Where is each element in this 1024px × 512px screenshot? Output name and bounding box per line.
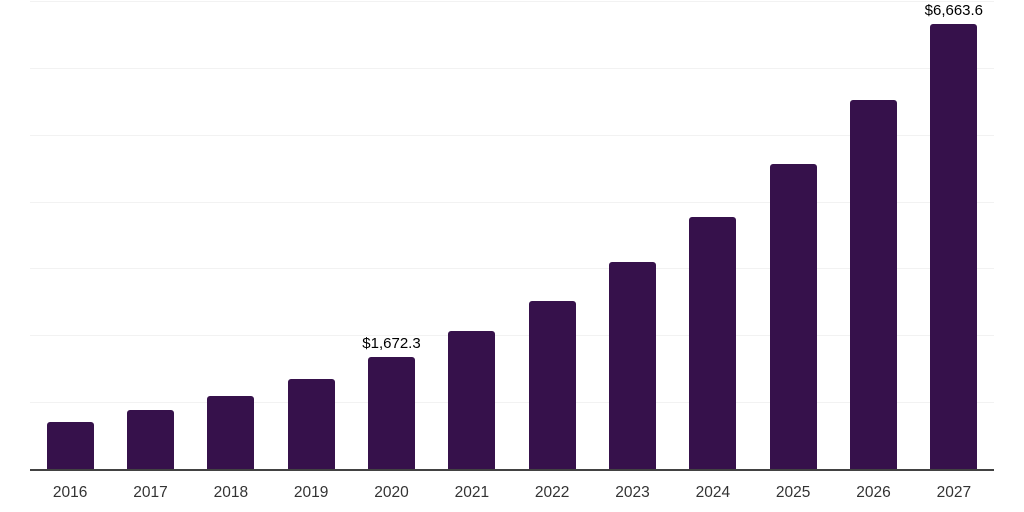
y-gridline-2000 (30, 335, 994, 337)
x-tick-label-2027: 2027 (936, 484, 972, 501)
bar-2027 (930, 23, 978, 469)
bar-2023 (609, 262, 656, 469)
x-tick-label-2025: 2025 (775, 484, 811, 501)
y-gridline-3000 (30, 268, 994, 270)
y-gridline-5000 (30, 134, 994, 136)
data-label-2020: $1,672.3 (362, 335, 421, 353)
x-tick-label-2024: 2024 (695, 484, 731, 501)
x-axis-tick-labels: 2016 2017 2018 2019 2020 2021 2022 2023 2024 2025… (30, 484, 994, 504)
x-tick-label-2016: 2016 (52, 484, 88, 501)
x-tick-label-2021: 2021 (454, 484, 490, 501)
y-gridline-4000 (30, 201, 994, 203)
y-gridline-1000 (30, 402, 994, 404)
y-gridline-7000 (30, 1, 994, 2)
x-tick-label-2017: 2017 (133, 484, 168, 501)
x-tick-label-2026: 2026 (856, 484, 891, 501)
bar-2025 (769, 163, 817, 469)
bar-2021 (448, 331, 496, 469)
bar-2024 (689, 216, 737, 469)
plot-area: $1,672.3 $6,663.6 (30, 1, 994, 471)
x-tick-label-2023: 2023 (615, 484, 650, 501)
bar-2017 (127, 410, 174, 469)
bar-2020 (368, 357, 415, 469)
data-label-2027: $6,663.6 (924, 1, 984, 19)
x-tick-label-2022: 2022 (534, 484, 570, 501)
x-tick-label-2019: 2019 (293, 484, 329, 501)
x-tick-label-2020: 2020 (374, 484, 409, 501)
x-tick-label-2018: 2018 (213, 484, 249, 501)
bar-2022 (528, 300, 576, 469)
bar-2016 (46, 421, 94, 469)
bar-2026 (850, 99, 897, 469)
bar-2019 (287, 379, 335, 469)
bar-2018 (207, 396, 255, 469)
y-gridline-6000 (30, 67, 994, 69)
